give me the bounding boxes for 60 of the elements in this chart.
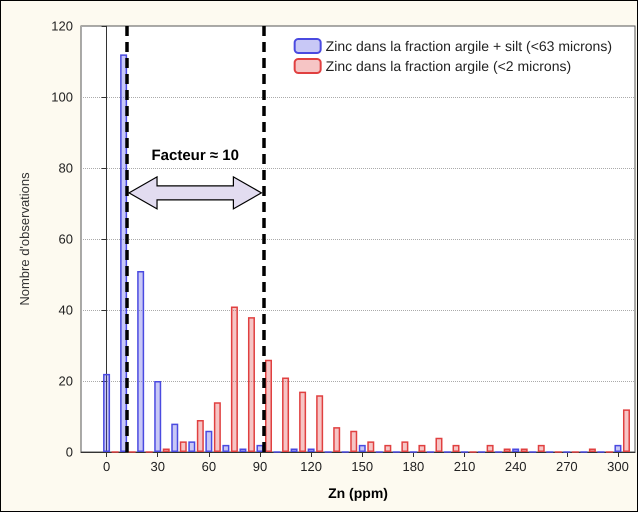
bar — [103, 374, 110, 452]
bar — [308, 448, 315, 452]
bar — [367, 441, 374, 452]
x-tick-label: 240 — [504, 459, 527, 474]
bar — [504, 448, 511, 452]
bar — [486, 444, 494, 452]
x-tick-label: 270 — [556, 459, 578, 474]
bar — [520, 448, 528, 452]
x-tick-label: 150 — [351, 459, 374, 474]
bar — [162, 448, 170, 452]
bar — [222, 444, 230, 452]
y-axis-title: Nombre d'observations — [17, 172, 32, 306]
bar — [384, 444, 392, 452]
bar — [418, 444, 426, 452]
bar — [171, 424, 178, 452]
x-tick-label: 60 — [202, 459, 216, 474]
bar — [358, 444, 366, 452]
bar — [188, 441, 196, 452]
y-tick-label: 0 — [66, 444, 73, 460]
bar — [435, 438, 442, 452]
annotation: Facteur ≈ 10 — [151, 146, 239, 164]
bar — [196, 420, 204, 452]
x-tick-label: 120 — [300, 459, 322, 474]
x-axis-title: Zn (ppm) — [328, 485, 388, 501]
bar — [137, 270, 144, 452]
bar — [614, 444, 622, 452]
x-tick-label: 180 — [402, 459, 424, 474]
x-tick-label: 0 — [102, 459, 110, 474]
legend-label: Zinc dans la fraction argile + silt (<63 microns) — [326, 38, 612, 54]
bar — [282, 377, 290, 452]
y-tick-label: 120 — [51, 18, 73, 34]
y-tick-label: 100 — [51, 90, 73, 104]
bar — [265, 360, 272, 452]
x-tick-label: 90 — [252, 459, 268, 474]
bar — [512, 448, 520, 452]
bar — [538, 444, 545, 452]
bar — [350, 430, 358, 452]
x-tick-label: 210 — [454, 459, 476, 474]
bar — [290, 448, 298, 452]
bar — [214, 402, 221, 452]
x-tick-label: 300 — [607, 459, 629, 474]
legend-label: Zinc dans la fraction argile (<2 microns) — [326, 58, 572, 74]
bar — [239, 448, 246, 452]
y-tick-label: 40 — [58, 302, 73, 318]
bar — [622, 409, 630, 452]
bar — [248, 317, 255, 452]
bar — [230, 306, 238, 452]
bar — [333, 427, 340, 452]
bar — [452, 444, 460, 452]
bar — [180, 441, 187, 452]
y-tick-label: 80 — [58, 160, 73, 176]
bar — [205, 430, 212, 452]
bar — [588, 448, 596, 452]
y-tick-label: 60 — [58, 232, 73, 246]
bar — [299, 392, 306, 452]
bar — [154, 381, 162, 452]
bar — [316, 395, 324, 452]
x-tick-label: 30 — [150, 459, 165, 474]
bar — [401, 441, 408, 452]
y-tick-label: 20 — [58, 374, 73, 388]
